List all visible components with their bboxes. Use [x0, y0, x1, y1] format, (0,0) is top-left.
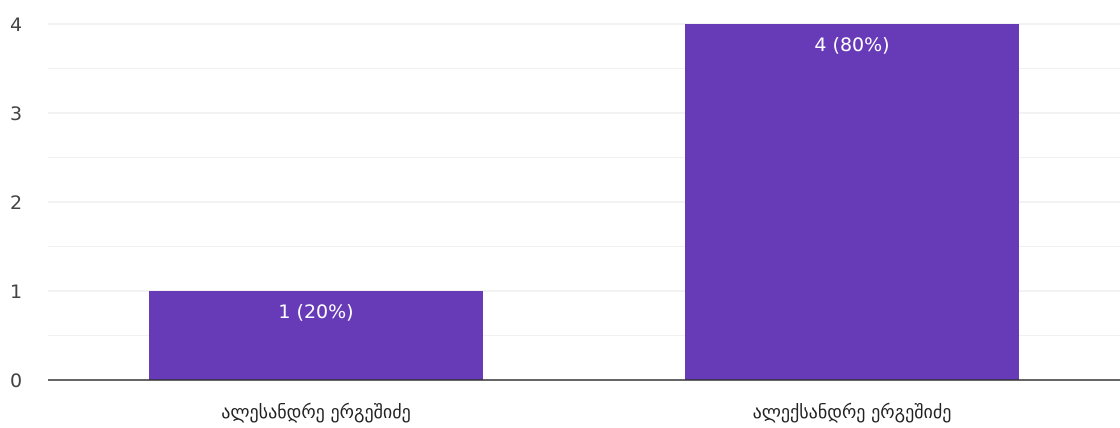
bar[interactable]: [685, 24, 1019, 380]
bar-value-label: 1 (20%): [278, 301, 353, 323]
bars: [149, 24, 1019, 380]
y-tick-label: 2: [10, 192, 22, 214]
bar-value-label: 4 (80%): [814, 34, 889, 56]
value-labels: 1 (20%) 4 (80%): [278, 34, 889, 323]
y-tick-label: 3: [10, 103, 22, 125]
x-category-label: ალესანდრე ერგეშიძე: [221, 402, 411, 423]
y-tick-labels: 0 1 2 3 4: [10, 14, 22, 392]
y-tick-label: 1: [10, 281, 22, 303]
bar[interactable]: [149, 291, 483, 380]
y-tick-label: 4: [10, 14, 22, 36]
x-category-label: ალექსანდრე ერგეშიძე: [753, 402, 952, 423]
y-tick-label: 0: [10, 370, 22, 392]
x-category-labels: ალესანდრე ერგეშიძე ალექსანდრე ერგეშიძე: [221, 402, 951, 423]
